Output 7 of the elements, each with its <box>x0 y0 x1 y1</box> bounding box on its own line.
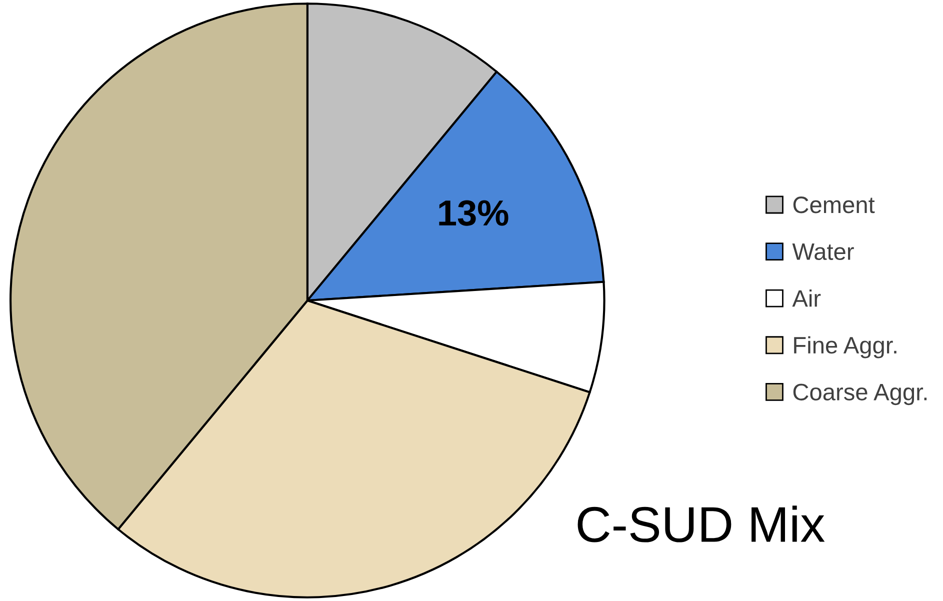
legend-label: Cement <box>793 196 875 214</box>
data-label: 13% <box>439 200 508 226</box>
text: C-SUD Mix <box>578 506 825 542</box>
legend-label: Coarse Aggr. <box>793 384 927 406</box>
legend-label: Fine Aggr. <box>794 336 896 358</box>
legend-label: Air <box>792 289 821 307</box>
legend-label: Water <box>792 244 854 260</box>
